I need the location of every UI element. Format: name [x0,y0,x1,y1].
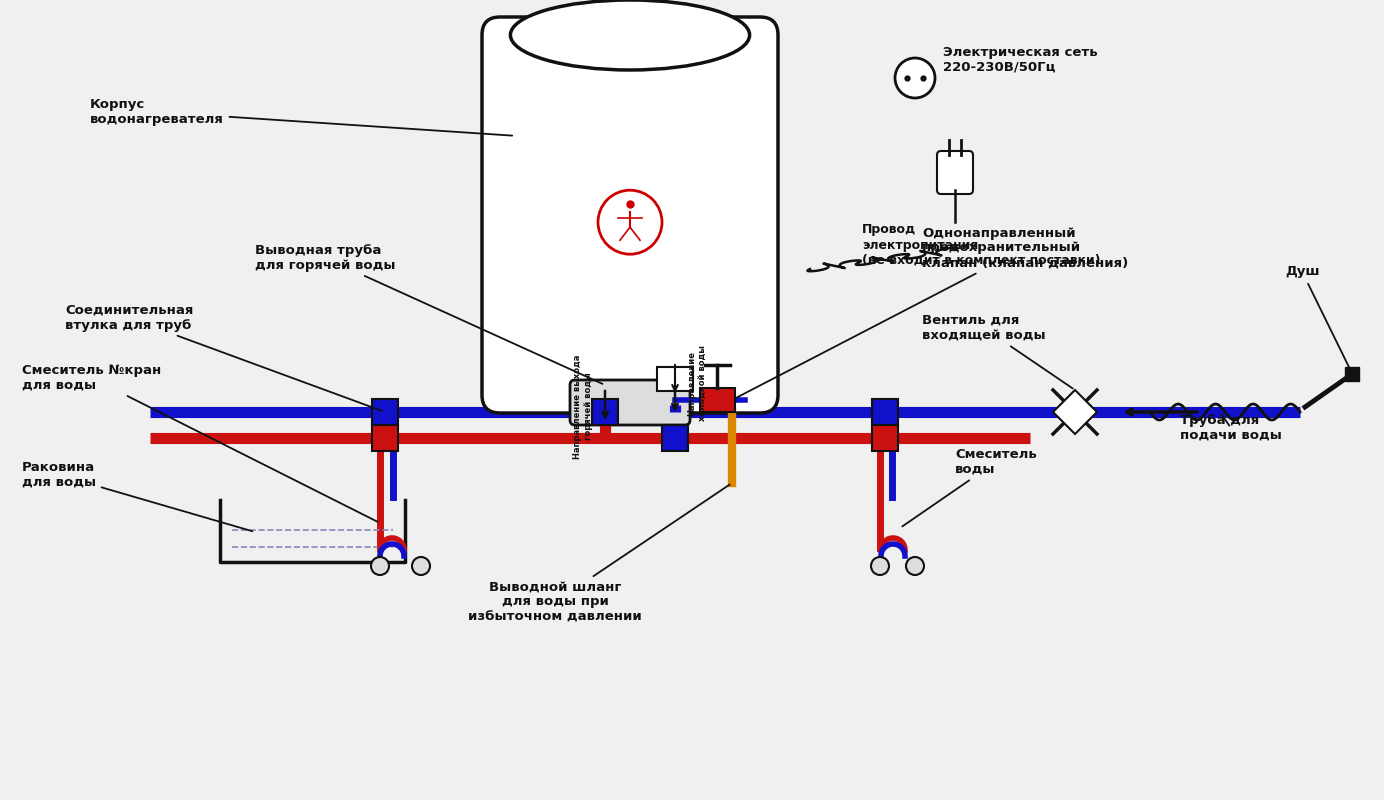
Text: Направление
холодной воды: Направление холодной воды [688,346,707,422]
Bar [872,399,898,425]
FancyBboxPatch shape [937,151,973,194]
Circle shape [907,557,925,575]
Bar [657,367,693,390]
Text: Смеситель №кран
для воды: Смеситель №кран для воды [22,364,378,522]
Bar [372,399,399,425]
Text: Раковина
для воды: Раковина для воды [22,461,252,531]
Text: Труба для
подачи воды: Труба для подачи воды [1181,414,1282,442]
Text: Однонаправленный
предохранительный
клапан (клапан давления): Однонаправленный предохранительный клапа… [735,226,1128,398]
Circle shape [371,557,389,575]
Text: Корпус
водонагревателя: Корпус водонагревателя [90,98,512,136]
Text: Выводной шланг
для воды при
избыточном давлении: Выводной шланг для воды при избыточном д… [468,485,729,623]
Text: Электрическая сеть
220-230В/50Гц: Электрическая сеть 220-230В/50Гц [943,46,1098,74]
Bar [872,425,898,451]
Circle shape [598,190,662,254]
Text: Душ: Душ [1284,266,1351,371]
Text: Провод
электропитания
(не входит в комплект поставки): Провод электропитания (не входит в компл… [862,223,1100,266]
Circle shape [871,557,889,575]
Bar [662,425,688,451]
FancyBboxPatch shape [482,17,778,413]
FancyBboxPatch shape [570,380,691,425]
Text: Соединительная
втулка для труб: Соединительная втулка для труб [65,304,382,411]
Bar [700,388,735,412]
Text: Направление выхода
горячей воды: Направление выхода горячей воды [573,354,592,458]
Text: Вентиль для
входящей воды: Вентиль для входящей воды [922,314,1073,389]
Circle shape [895,58,936,98]
Text: Смеситель
воды: Смеситель воды [902,448,1037,526]
Circle shape [412,557,430,575]
Ellipse shape [511,0,750,70]
Bar [592,399,619,425]
Bar [372,425,399,451]
Polygon shape [1053,390,1098,434]
Text: Выводная труба
для горячей воды: Выводная труба для горячей воды [255,244,602,384]
